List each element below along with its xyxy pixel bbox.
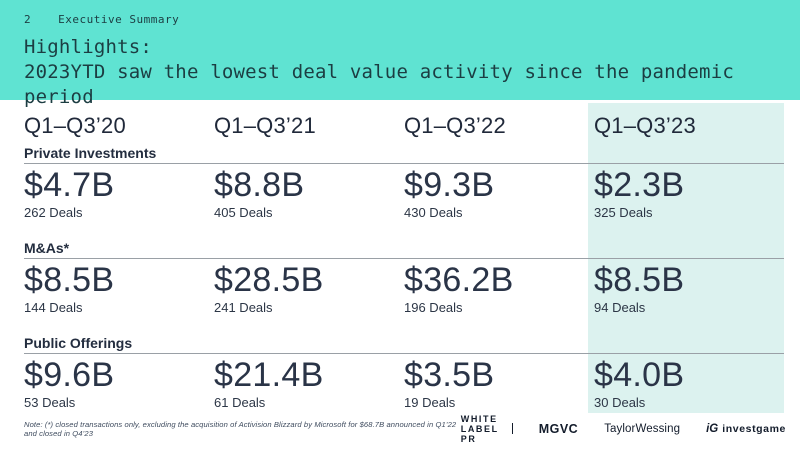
column-header-q1-q3-20: Q1–Q3’20: [24, 113, 126, 138]
deal-count: 19 Deals: [404, 395, 456, 410]
table-cell: $8.5B 94 Deals: [594, 263, 784, 315]
deal-value: $36.2B: [404, 261, 514, 299]
table-cell: $8.5B 144 Deals: [24, 263, 214, 315]
footnote: Note: (*) closed transactions only, excl…: [24, 419, 457, 438]
logo-white-label-pr-bar-icon: [512, 423, 513, 434]
table-cell: $8.8B 405 Deals: [214, 168, 404, 220]
logo-investgame: iG investgame: [706, 423, 786, 435]
deal-count: 53 Deals: [24, 395, 76, 410]
deal-table: Q1–Q3’20 Q1–Q3’21 Q1–Q3’22 Q1–Q3’23 Priv…: [0, 100, 800, 413]
deal-count: 430 Deals: [404, 205, 463, 220]
section-label-mas: M&As*: [24, 240, 70, 256]
column-header-q1-q3-21: Q1–Q3’21: [214, 113, 316, 138]
section-label-private-investments: Private Investments: [24, 145, 157, 161]
section-divider: [24, 258, 784, 259]
section-row-mas: $8.5B 144 Deals $28.5B 241 Deals $36.2B …: [24, 259, 784, 315]
table-cell: $9.3B 430 Deals: [404, 168, 594, 220]
section-row-private-investments: $4.7B 262 Deals $8.8B 405 Deals $9.3B 43…: [24, 164, 784, 220]
table-cell: $28.5B 241 Deals: [214, 263, 404, 315]
deal-value: $8.5B: [24, 261, 115, 299]
deal-count: 144 Deals: [24, 300, 83, 315]
slide-footer: Note: (*) closed transactions only, excl…: [0, 413, 800, 450]
section-divider: [24, 353, 784, 354]
headline-line-1: Highlights:: [24, 36, 153, 58]
logo-white-label-pr: WHITE LABEL PR: [461, 414, 513, 444]
page-number: 2: [24, 13, 32, 26]
section-label-public-offerings: Public Offerings: [24, 335, 133, 351]
deal-value: $8.5B: [594, 261, 685, 299]
deal-value: $8.8B: [214, 166, 305, 204]
deal-count: 94 Deals: [594, 300, 646, 315]
deal-value: $4.0B: [594, 356, 685, 394]
deal-value: $28.5B: [214, 261, 324, 299]
column-header-q1-q3-22: Q1–Q3’22: [404, 113, 506, 138]
deal-value: $9.6B: [24, 356, 115, 394]
table-cell: $2.3B 325 Deals: [594, 168, 784, 220]
deal-value: $2.3B: [594, 166, 685, 204]
table-cell: $4.7B 262 Deals: [24, 168, 214, 220]
table-cell: $21.4B 61 Deals: [214, 358, 404, 410]
partner-logos: WHITE LABEL PR MGVC TaylorWessing iG inv…: [461, 414, 786, 444]
table-cell: $4.0B 30 Deals: [594, 358, 784, 410]
column-header-q1-q3-23: Q1–Q3’23: [594, 113, 696, 138]
deal-value: $9.3B: [404, 166, 495, 204]
table-cell: $9.6B 53 Deals: [24, 358, 214, 410]
slide-header: 2 Executive Summary Highlights: 2023YTD …: [0, 0, 800, 108]
table-cell: $36.2B 196 Deals: [404, 263, 594, 315]
section-title: Executive Summary: [58, 13, 180, 26]
deal-count: 405 Deals: [214, 205, 273, 220]
logo-investgame-text: investgame: [722, 422, 786, 435]
section-row-public-offerings: $9.6B 53 Deals $21.4B 61 Deals $3.5B 19 …: [24, 354, 784, 410]
deal-count: 61 Deals: [214, 395, 266, 410]
section-divider: [24, 163, 784, 164]
table-cell: $3.5B 19 Deals: [404, 358, 594, 410]
deal-value: $3.5B: [404, 356, 495, 394]
logo-white-label-pr-text: WHITE LABEL PR: [460, 413, 499, 444]
logo-mgvc: MGVC: [538, 421, 579, 436]
deal-value: $21.4B: [214, 356, 324, 394]
investgame-ig-icon: iG: [706, 422, 719, 435]
deal-count: 30 Deals: [594, 395, 646, 410]
column-header-row: Q1–Q3’20 Q1–Q3’21 Q1–Q3’22 Q1–Q3’23: [24, 100, 784, 139]
slide-meta-row: 2 Executive Summary: [24, 13, 776, 26]
headline-line-2: 2023YTD saw the lowest deal value activi…: [24, 61, 734, 108]
deal-count: 262 Deals: [24, 205, 83, 220]
deal-count: 196 Deals: [404, 300, 463, 315]
table-grid: Q1–Q3’20 Q1–Q3’21 Q1–Q3’22 Q1–Q3’23 Priv…: [0, 100, 800, 410]
deal-value: $4.7B: [24, 166, 115, 204]
slide-headline: Highlights: 2023YTD saw the lowest deal …: [24, 35, 776, 110]
deal-count: 241 Deals: [214, 300, 273, 315]
logo-taylor-wessing: TaylorWessing: [604, 422, 681, 435]
deal-count: 325 Deals: [594, 205, 653, 220]
